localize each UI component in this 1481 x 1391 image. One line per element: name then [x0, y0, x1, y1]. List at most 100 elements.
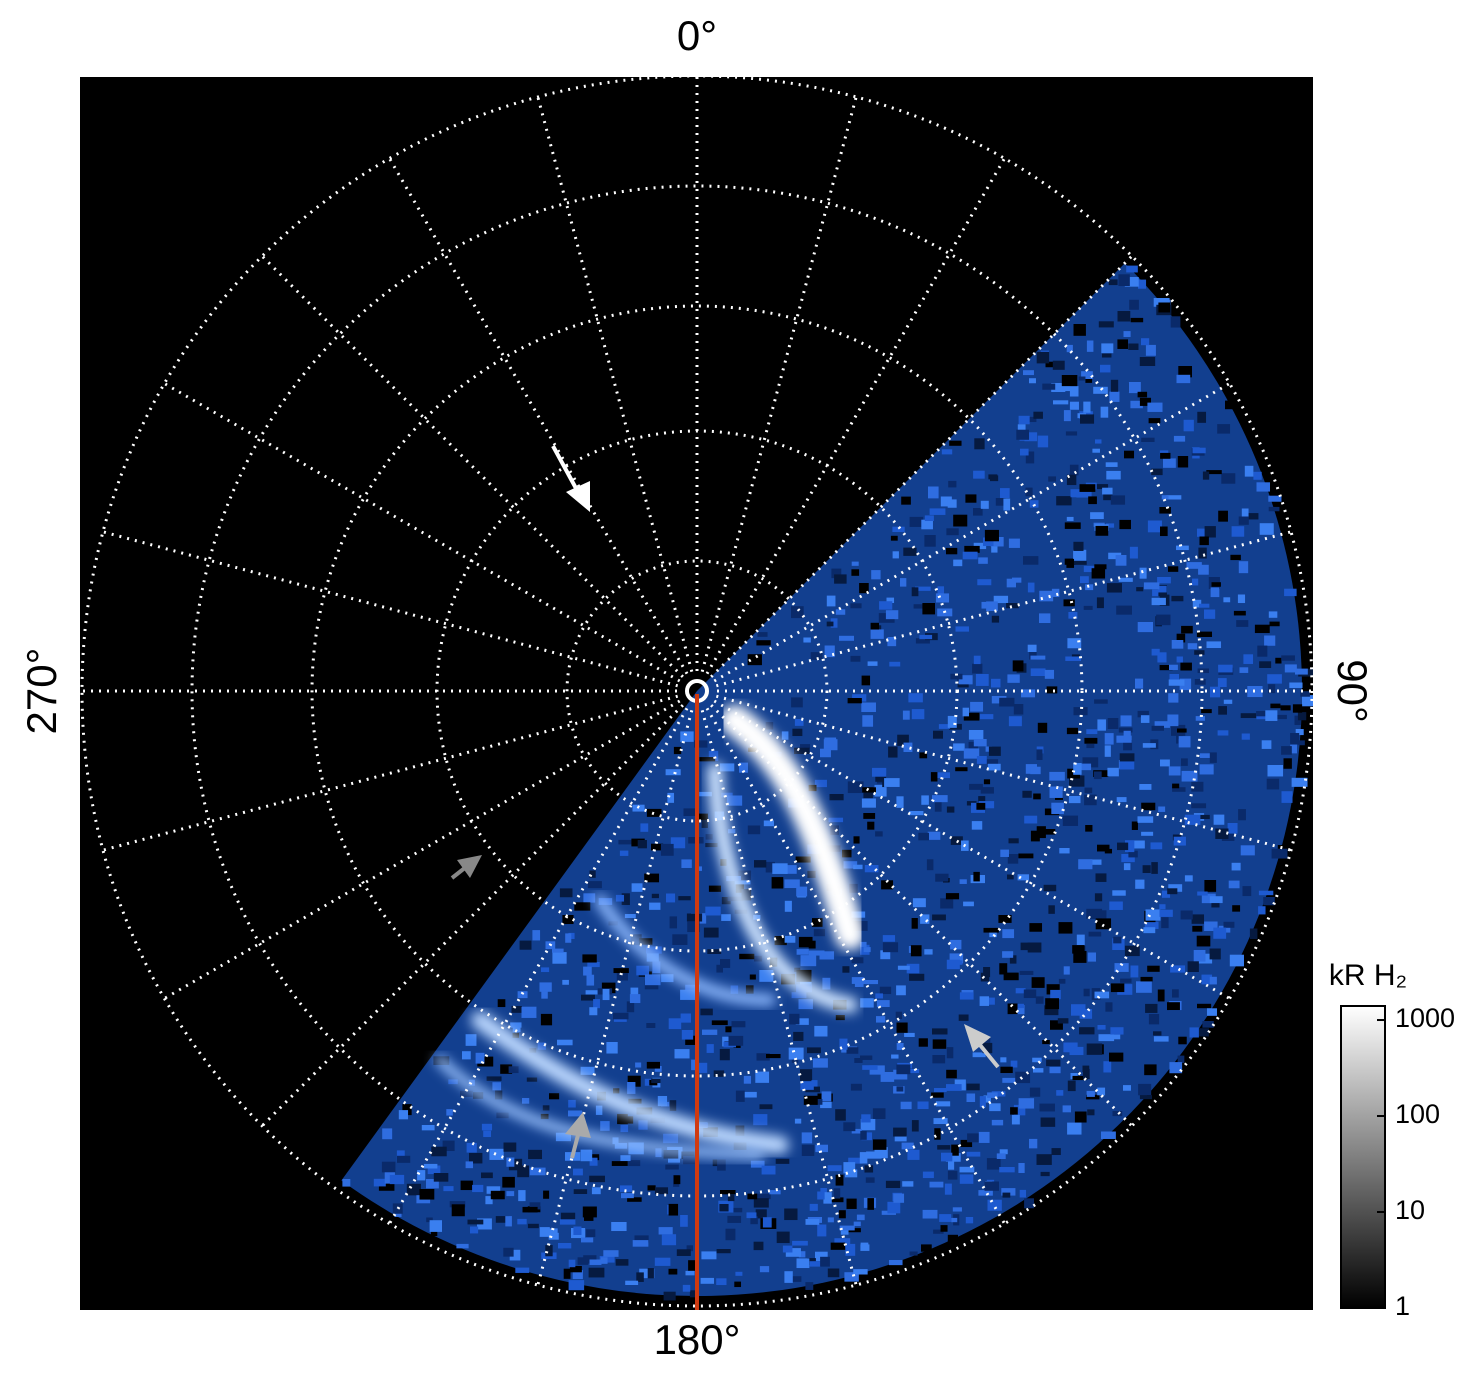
emission-noise — [1107, 767, 1119, 777]
grid-spoke — [102, 530, 679, 688]
emission-noise — [589, 1157, 598, 1166]
emission-noise — [1244, 513, 1259, 520]
emission-noise — [1169, 664, 1178, 671]
emission-noise — [950, 673, 963, 680]
emission-noise — [1008, 538, 1020, 548]
emission-noise — [629, 994, 641, 1004]
emission-noise — [910, 945, 922, 957]
emission-noise — [844, 1272, 859, 1282]
emission-noise — [960, 1139, 973, 1148]
emission-noise — [829, 794, 844, 801]
emission-noise — [896, 985, 906, 996]
emission-noise — [759, 970, 774, 982]
emission-noise — [1232, 905, 1241, 912]
emission-noise — [1000, 488, 1010, 498]
emission-noise — [803, 637, 811, 643]
emission-noise — [862, 715, 874, 727]
emission-noise — [1145, 1003, 1158, 1013]
emission-noise — [1092, 448, 1100, 453]
emission-noise — [1107, 718, 1119, 729]
emission-noise — [1012, 1005, 1025, 1015]
emission-noise — [1209, 976, 1217, 985]
emission-noise — [1193, 950, 1206, 962]
emission-noise — [1139, 784, 1152, 790]
emission-noise — [734, 878, 751, 885]
emission-noise — [964, 545, 980, 553]
emission-noise — [1086, 1043, 1103, 1055]
emission-noise — [446, 1109, 453, 1116]
emission-noise — [1209, 752, 1217, 763]
emission-noise — [1195, 716, 1205, 721]
emission-noise — [1024, 416, 1037, 423]
emission-noise — [1168, 679, 1185, 686]
emission-noise — [1109, 391, 1120, 402]
emission-noise — [1101, 1131, 1116, 1139]
emission-noise — [389, 1174, 405, 1185]
emission-noise — [1062, 1105, 1071, 1113]
emission-noise — [1086, 1090, 1095, 1097]
emission-noise — [1046, 1059, 1061, 1067]
emission-noise — [1249, 928, 1258, 939]
emission-noise — [965, 1217, 974, 1224]
emission-noise — [1056, 1090, 1064, 1096]
emission-noise — [975, 674, 989, 686]
emission-noise — [1049, 786, 1063, 798]
emission-noise — [1181, 625, 1193, 634]
emission-noise — [562, 979, 569, 985]
emission-noise — [862, 980, 879, 985]
emission-noise — [528, 1149, 543, 1160]
emission-noise — [913, 604, 924, 609]
emission-noise — [775, 1158, 790, 1164]
emission-noise — [1012, 577, 1022, 583]
emission-noise — [1176, 633, 1186, 643]
emission-noise — [871, 570, 881, 580]
emission-noise — [1018, 1163, 1025, 1173]
emission-noise — [582, 1206, 597, 1218]
emission-noise — [872, 1139, 887, 1150]
emission-noise — [644, 873, 660, 883]
emission-noise — [978, 1190, 993, 1196]
emission-noise — [984, 1181, 999, 1191]
emission-noise — [589, 1259, 602, 1265]
emission-noise — [1083, 401, 1091, 413]
emission-noise — [1131, 821, 1138, 830]
emission-noise — [851, 569, 860, 576]
emission-noise — [1140, 976, 1153, 982]
emission-noise — [1119, 753, 1135, 762]
emission-noise — [1241, 508, 1249, 517]
emission-noise — [1169, 1062, 1183, 1074]
emission-noise — [1083, 605, 1093, 610]
emission-noise — [815, 1144, 828, 1153]
emission-noise — [1062, 385, 1071, 392]
emission-noise — [1181, 758, 1188, 766]
emission-noise — [1123, 740, 1133, 751]
emission-noise — [634, 1235, 649, 1243]
emission-noise — [991, 1091, 1006, 1097]
emission-noise — [549, 1093, 560, 1100]
emission-noise — [856, 1214, 865, 1221]
emission-noise — [1094, 699, 1108, 704]
emission-noise — [1086, 729, 1098, 735]
emission-noise — [826, 595, 836, 607]
emission-noise — [843, 1162, 856, 1174]
emission-noise — [959, 1174, 974, 1184]
emission-noise — [1145, 344, 1156, 356]
emission-noise — [888, 746, 898, 758]
emission-noise — [683, 808, 700, 817]
emission-noise — [1130, 840, 1145, 849]
emission-noise — [472, 1184, 484, 1193]
emission-noise — [1151, 468, 1163, 476]
emission-noise — [1167, 1002, 1180, 1011]
grid-spoke — [388, 157, 689, 675]
emission-noise — [844, 1169, 858, 1178]
emission-noise — [1143, 582, 1160, 590]
emission-noise — [1061, 375, 1078, 387]
emission-noise — [1267, 674, 1282, 684]
emission-noise — [765, 722, 774, 730]
angle-label: 90° — [1329, 659, 1376, 723]
emission-noise — [661, 974, 674, 983]
emission-noise — [1233, 610, 1246, 616]
emission-noise — [962, 707, 970, 717]
emission-noise — [909, 973, 925, 981]
emission-noise — [1019, 970, 1034, 975]
